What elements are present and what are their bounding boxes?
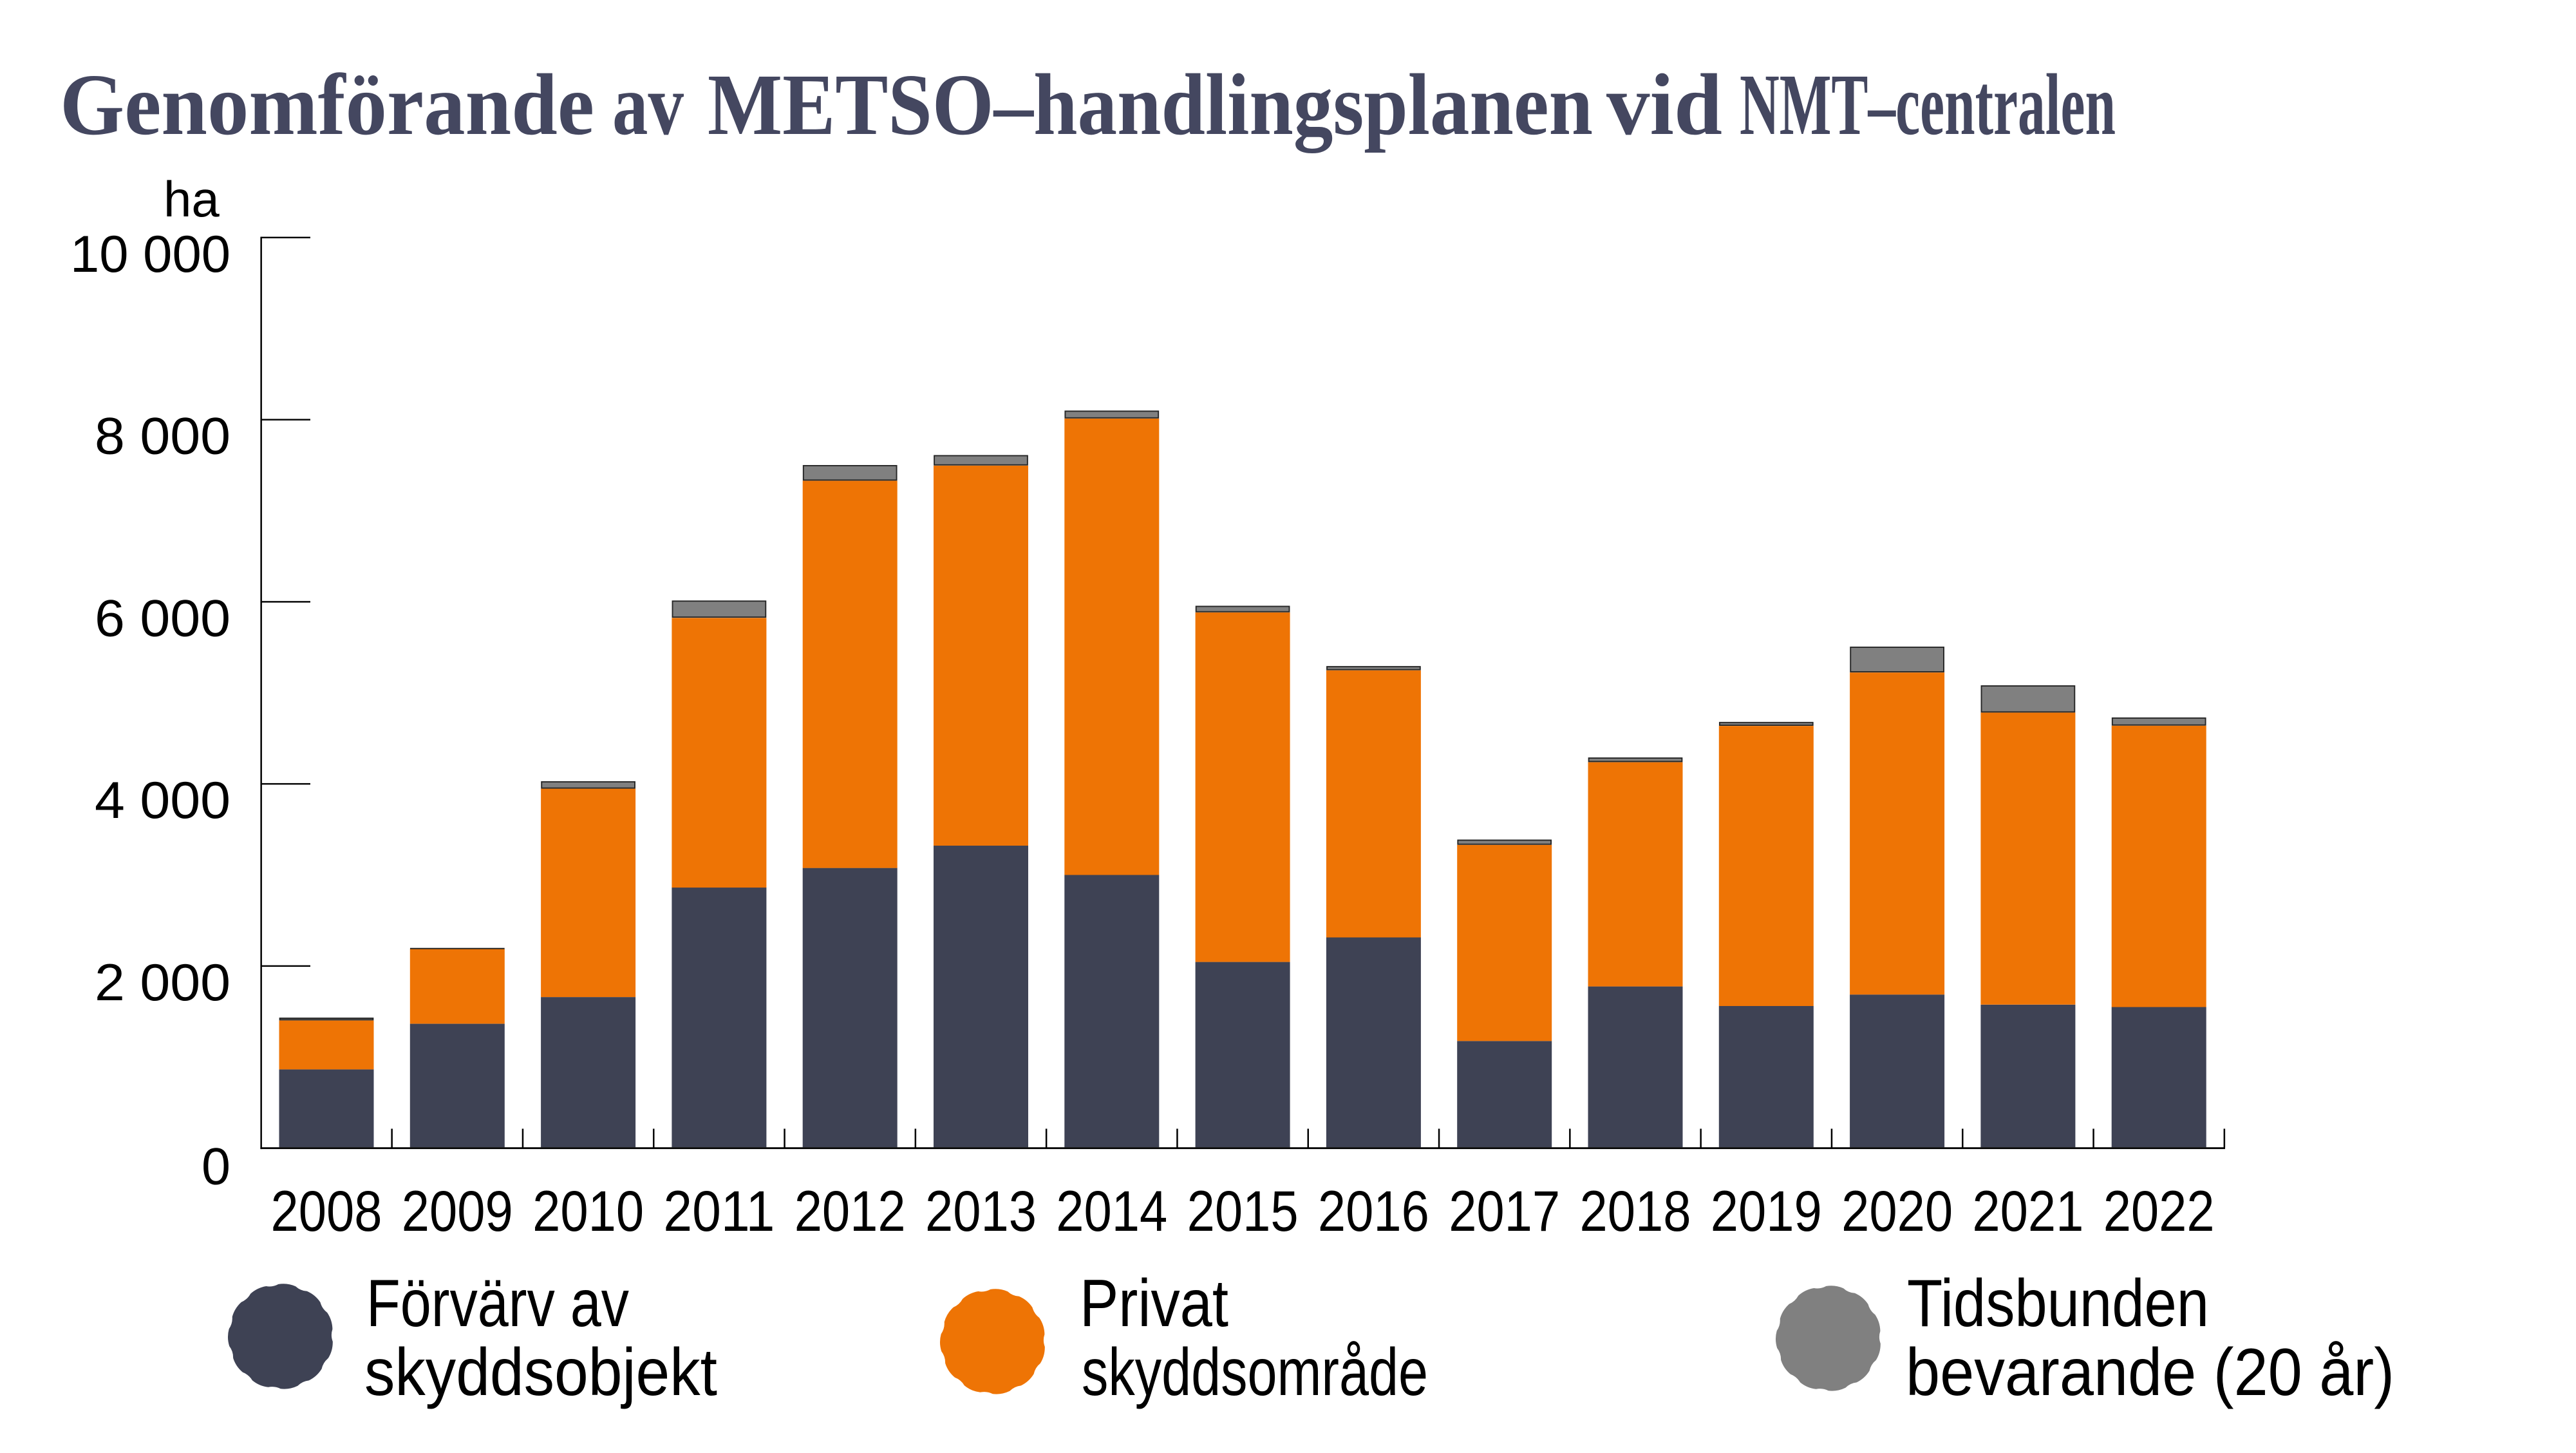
svg-text:2014: 2014 — [1056, 1179, 1167, 1243]
svg-text:2020: 2020 — [1841, 1179, 1953, 1243]
svg-text:0: 0 — [202, 1138, 230, 1196]
svg-text:2012: 2012 — [794, 1179, 906, 1243]
svg-text:Privat: Privat — [1080, 1266, 1228, 1341]
svg-text:skyddsområde: skyddsområde — [1082, 1335, 1428, 1410]
svg-text:4 000: 4 000 — [95, 772, 230, 830]
svg-text:6 000: 6 000 — [95, 589, 230, 647]
svg-text:METSO–handlingsplanen: METSO–handlingsplanen — [708, 57, 1593, 153]
svg-text:av: av — [612, 57, 684, 153]
svg-text:2019: 2019 — [1711, 1179, 1822, 1243]
svg-text:Tidsbunden: Tidsbunden — [1907, 1266, 2209, 1341]
svg-text:10 000: 10 000 — [70, 225, 230, 283]
svg-text:2016: 2016 — [1318, 1179, 1429, 1243]
svg-text:2011: 2011 — [663, 1179, 775, 1243]
svg-text:vid: vid — [1606, 57, 1722, 153]
svg-text:2017: 2017 — [1449, 1179, 1560, 1243]
svg-text:2013: 2013 — [925, 1179, 1037, 1243]
svg-text:Förvärv av: Förvärv av — [366, 1266, 629, 1341]
svg-text:skyddsobjekt: skyddsobjekt — [364, 1335, 717, 1410]
svg-text:8 000: 8 000 — [95, 408, 230, 466]
svg-text:2021: 2021 — [1972, 1179, 2083, 1243]
svg-text:2022: 2022 — [2103, 1179, 2215, 1243]
svg-text:2010: 2010 — [532, 1179, 644, 1243]
svg-text:ha: ha — [164, 171, 220, 227]
svg-text:Genomförande: Genomförande — [60, 57, 594, 153]
svg-text:2009: 2009 — [402, 1179, 513, 1243]
svg-text:2 000: 2 000 — [95, 954, 230, 1012]
svg-text:bevarande (20 år): bevarande (20 år) — [1906, 1335, 2394, 1410]
svg-text:2015: 2015 — [1187, 1179, 1299, 1243]
svg-text:2008: 2008 — [271, 1179, 382, 1243]
svg-text:NMT–centralen: NMT–centralen — [1740, 57, 2116, 153]
svg-text:2018: 2018 — [1580, 1179, 1691, 1243]
